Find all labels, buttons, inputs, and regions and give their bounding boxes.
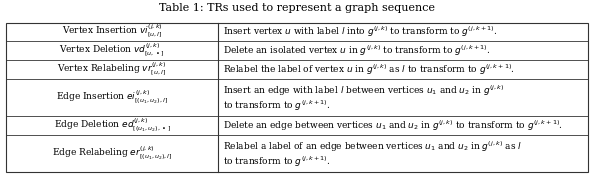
Text: Insert vertex $u$ with label $l$ into $g^{(j,k)}$ to transform to $g^{(j,k+1)}$.: Insert vertex $u$ with label $l$ into $g… xyxy=(223,25,498,39)
Text: Edge Deletion $ed_{[(u_1,u_2),\bullet]}^{(j,k)}$: Edge Deletion $ed_{[(u_1,u_2),\bullet]}^… xyxy=(53,117,170,134)
Text: Vertex Relabeling $vr_{[u,l]}^{(j,k)}$: Vertex Relabeling $vr_{[u,l]}^{(j,k)}$ xyxy=(58,61,167,78)
Text: Relabel the label of vertex $u$ in $g^{(j,k)}$ as $l$ to transform to $g^{(j,k+1: Relabel the label of vertex $u$ in $g^{(… xyxy=(223,62,515,77)
Text: Edge Insertion $ei_{[(u_1,u_2),l]}^{(j,k)}$: Edge Insertion $ei_{[(u_1,u_2),l]}^{(j,k… xyxy=(56,89,168,106)
Text: Insert an edge with label $l$ between vertices $u_1$ and $u_2$ in $g^{(j,k)}$: Insert an edge with label $l$ between ve… xyxy=(223,84,504,98)
Text: Table 1: TRs used to represent a graph sequence: Table 1: TRs used to represent a graph s… xyxy=(159,3,435,13)
Text: Relabel a label of an edge between vertices $u_1$ and $u_2$ in $g^{(j,k)}$ as $l: Relabel a label of an edge between verti… xyxy=(223,140,522,154)
Text: to transform to $g^{(j,k+1)}$.: to transform to $g^{(j,k+1)}$. xyxy=(223,155,331,169)
Text: to transform to $g^{(j,k+1)}$.: to transform to $g^{(j,k+1)}$. xyxy=(223,98,331,113)
Text: Delete an isolated vertex $u$ in $g^{(j,k)}$ to transform to $g^{(j,k+1)}$.: Delete an isolated vertex $u$ in $g^{(j,… xyxy=(223,44,491,58)
Text: Delete an edge between vertices $u_1$ and $u_2$ in $g^{(j,k)}$ to transform to $: Delete an edge between vertices $u_1$ an… xyxy=(223,118,563,133)
Text: Vertex Deletion $vd_{[u,\bullet]}^{(j,k)}$: Vertex Deletion $vd_{[u,\bullet]}^{(j,k)… xyxy=(59,42,165,59)
Text: Edge Relabeling $er_{[(u_1,u_2),l]}^{(j,k)}$: Edge Relabeling $er_{[(u_1,u_2),l]}^{(j,… xyxy=(52,145,172,162)
Text: Vertex Insertion $vi_{[u,l]}^{(j,k)}$: Vertex Insertion $vi_{[u,l]}^{(j,k)}$ xyxy=(62,23,163,41)
